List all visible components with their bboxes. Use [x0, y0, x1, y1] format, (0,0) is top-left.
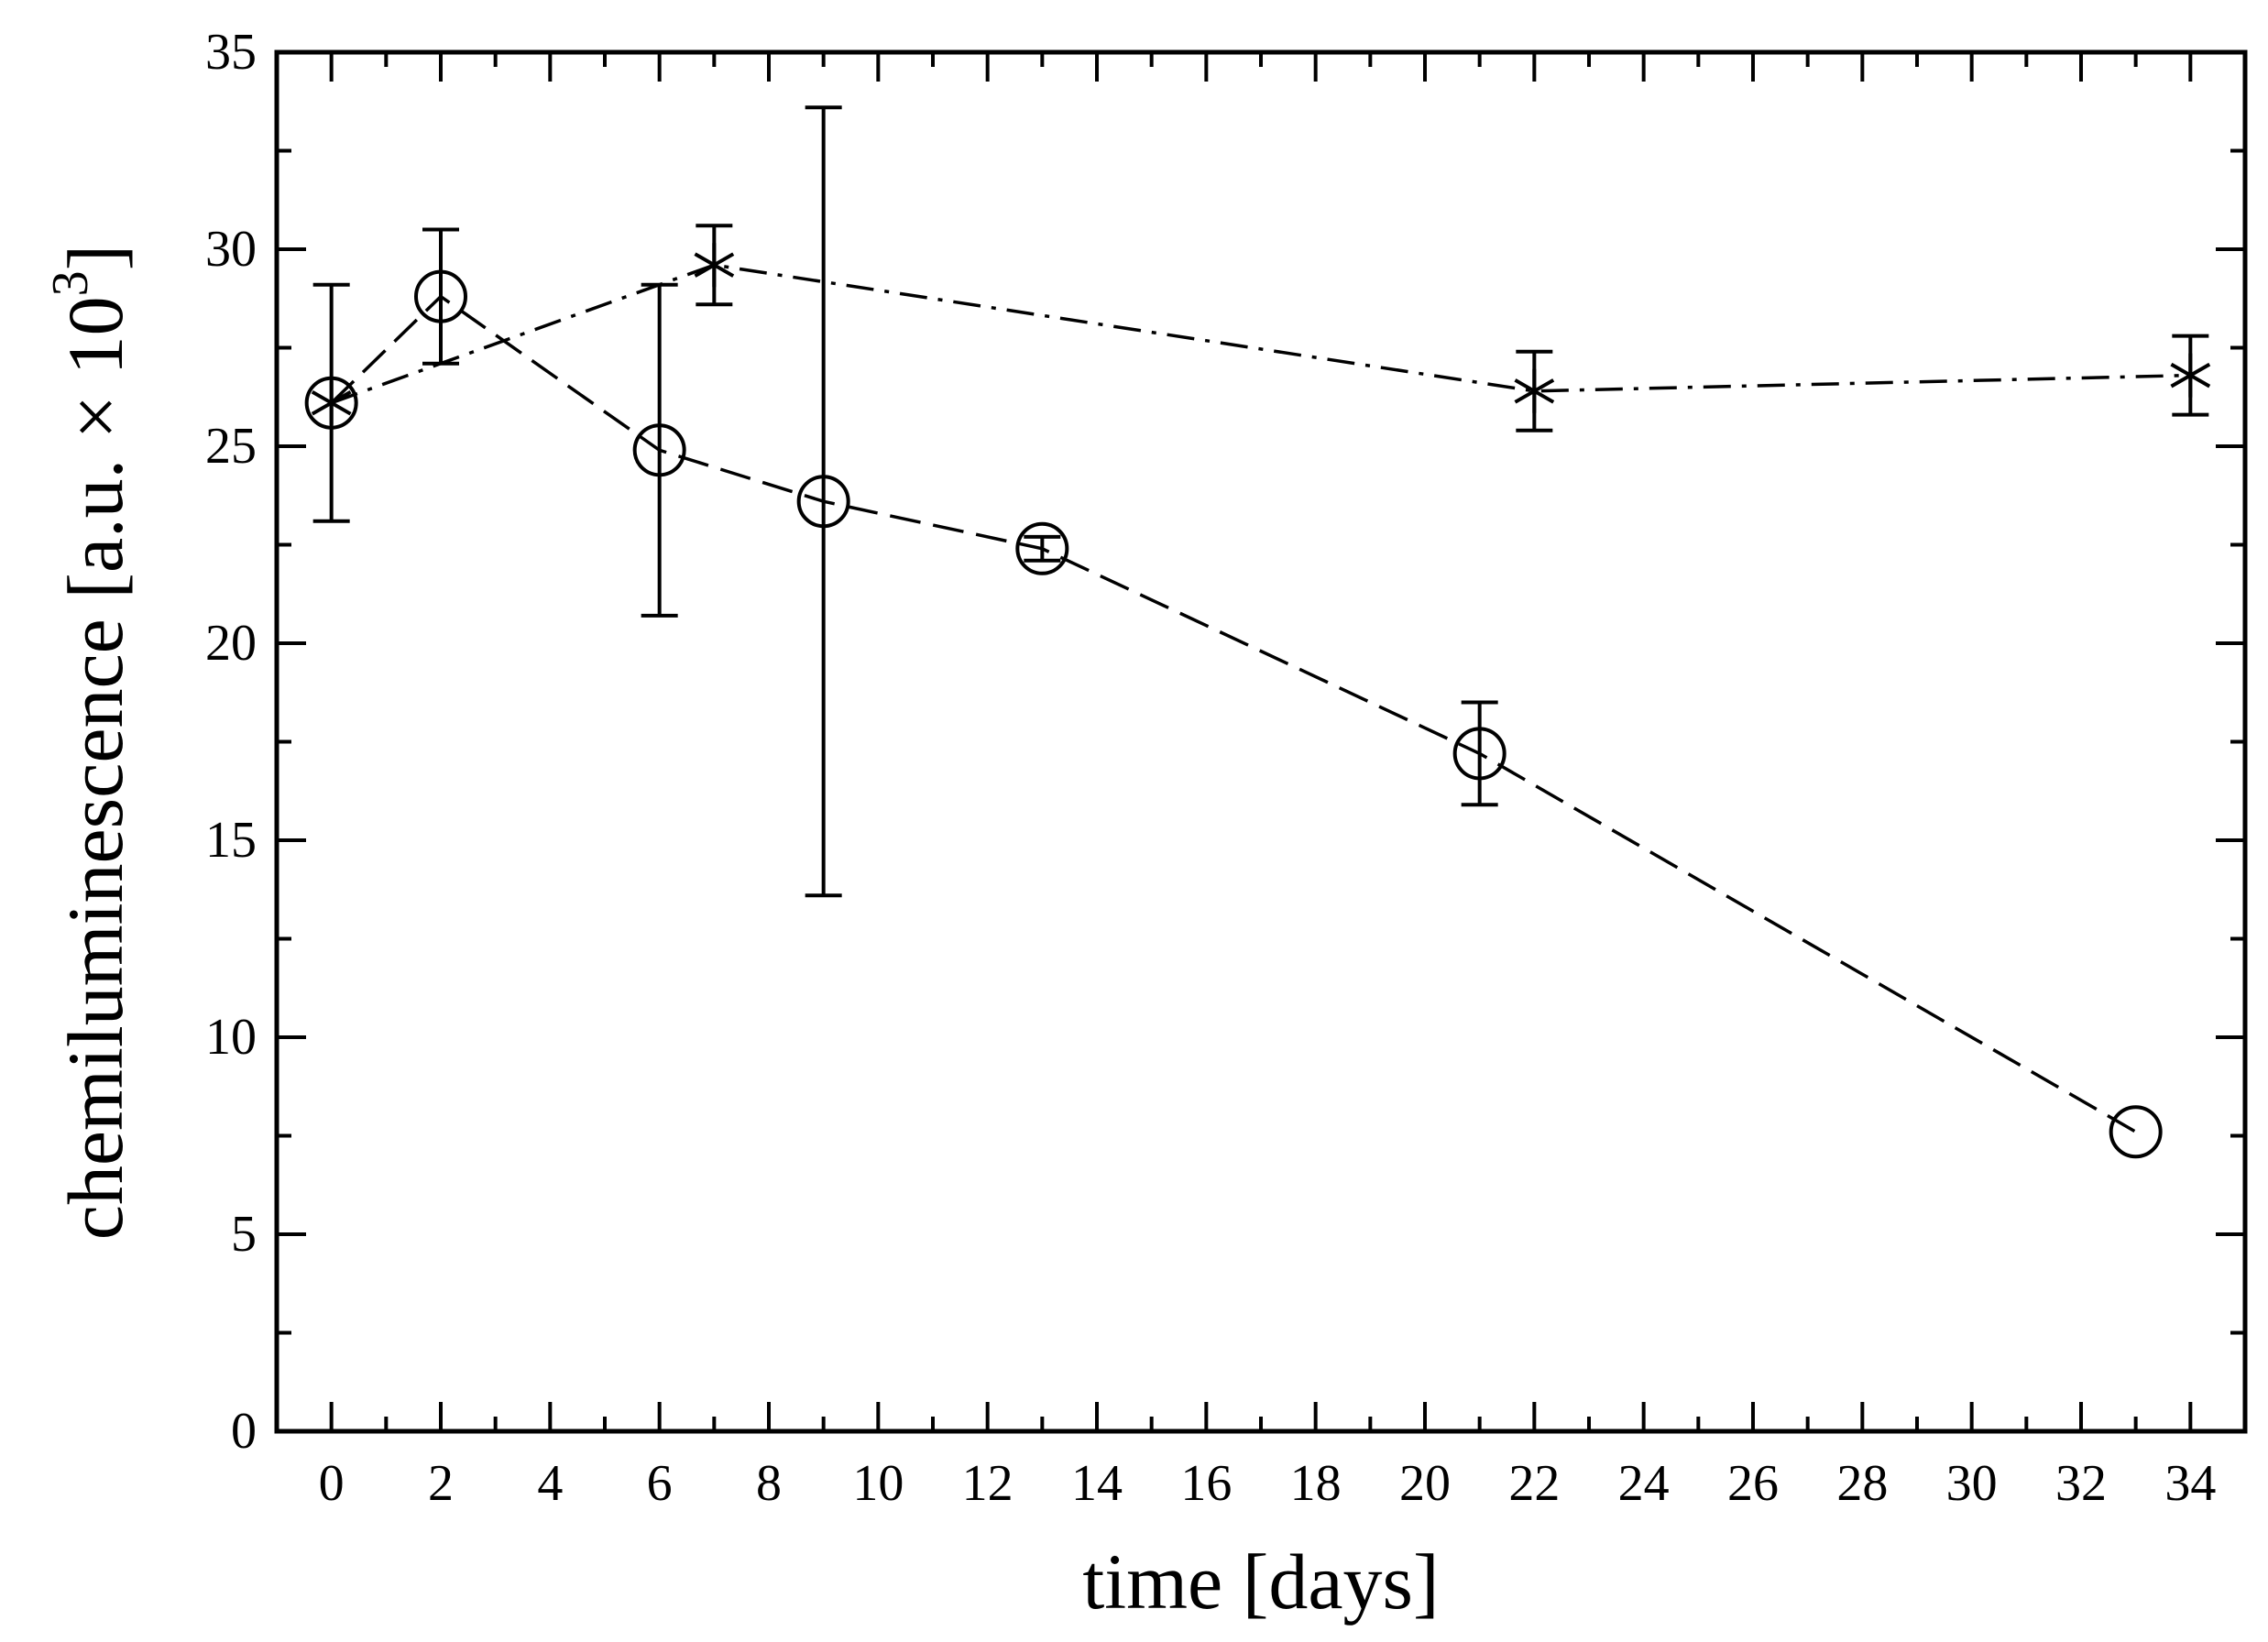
- data-point-circle: [796, 475, 850, 529]
- series: [304, 105, 2211, 1159]
- x-tick-label: 32: [2055, 1455, 2107, 1512]
- x-tick-label: 2: [428, 1455, 454, 1512]
- x-tick-label: 0: [319, 1455, 345, 1512]
- y-tick-label: 10: [205, 1009, 257, 1066]
- series-line-stars: [331, 263, 2191, 405]
- data-point-star: [1514, 378, 1555, 404]
- x-tick-label: 16: [1180, 1455, 1232, 1512]
- x-tick-label: 14: [1071, 1455, 1123, 1512]
- data-point-star: [694, 252, 735, 278]
- y-tick-label: 5: [231, 1206, 257, 1263]
- data-point-star: [2170, 362, 2211, 389]
- data-point-circle: [304, 376, 358, 430]
- series-stars: [311, 224, 2211, 432]
- x-tick-label: 20: [1399, 1455, 1451, 1512]
- y-axis-title-exponent: 3: [42, 270, 99, 296]
- x-tick-label: 8: [756, 1455, 782, 1512]
- y-tick-label: 35: [205, 24, 257, 81]
- series-line-circles: [330, 294, 2137, 1133]
- x-tick-label: 22: [1508, 1455, 1560, 1512]
- y-axis-title: chemiluminescence [a.u. × 103]: [42, 245, 139, 1241]
- x-tick-label: 30: [1946, 1455, 1998, 1512]
- x-tick-label: 4: [537, 1455, 563, 1512]
- y-tick-label: 0: [231, 1403, 257, 1460]
- y-tick-label: 30: [205, 221, 257, 278]
- x-tick-label: 12: [962, 1455, 1013, 1512]
- data-point-circle: [1015, 521, 1069, 575]
- series-circles: [304, 105, 2163, 1159]
- x-tick-label: 26: [1727, 1455, 1779, 1512]
- x-axis-title: time [days]: [1082, 1538, 1439, 1626]
- y-tick-label: 20: [205, 615, 257, 672]
- data-point-circle: [2109, 1105, 2163, 1159]
- x-tick-label: 6: [647, 1455, 673, 1512]
- data-point-star: [311, 389, 352, 416]
- data-point-circle: [1452, 727, 1507, 781]
- plot-frame: [274, 49, 2248, 1434]
- data-point-circle: [414, 269, 467, 323]
- x-tick-label: 28: [1836, 1455, 1888, 1512]
- data-point-circle: [632, 423, 686, 477]
- x-tick-label: 18: [1290, 1455, 1342, 1512]
- y-tick-label: 25: [205, 418, 257, 475]
- y-tick-label: 15: [205, 812, 257, 869]
- x-tick-label: 24: [1618, 1455, 1670, 1512]
- ticks: 0 2 4 6 8 10 12 14 16 18 20 22 24 26 28 30 32 34051015202…: [205, 24, 2247, 1512]
- x-tick-label: 34: [2164, 1455, 2216, 1512]
- x-tick-label: 10: [852, 1455, 904, 1512]
- y-axis-title-main: chemiluminescence [a.u. × 10: [51, 296, 139, 1240]
- y-axis-title-close: ]: [51, 245, 139, 271]
